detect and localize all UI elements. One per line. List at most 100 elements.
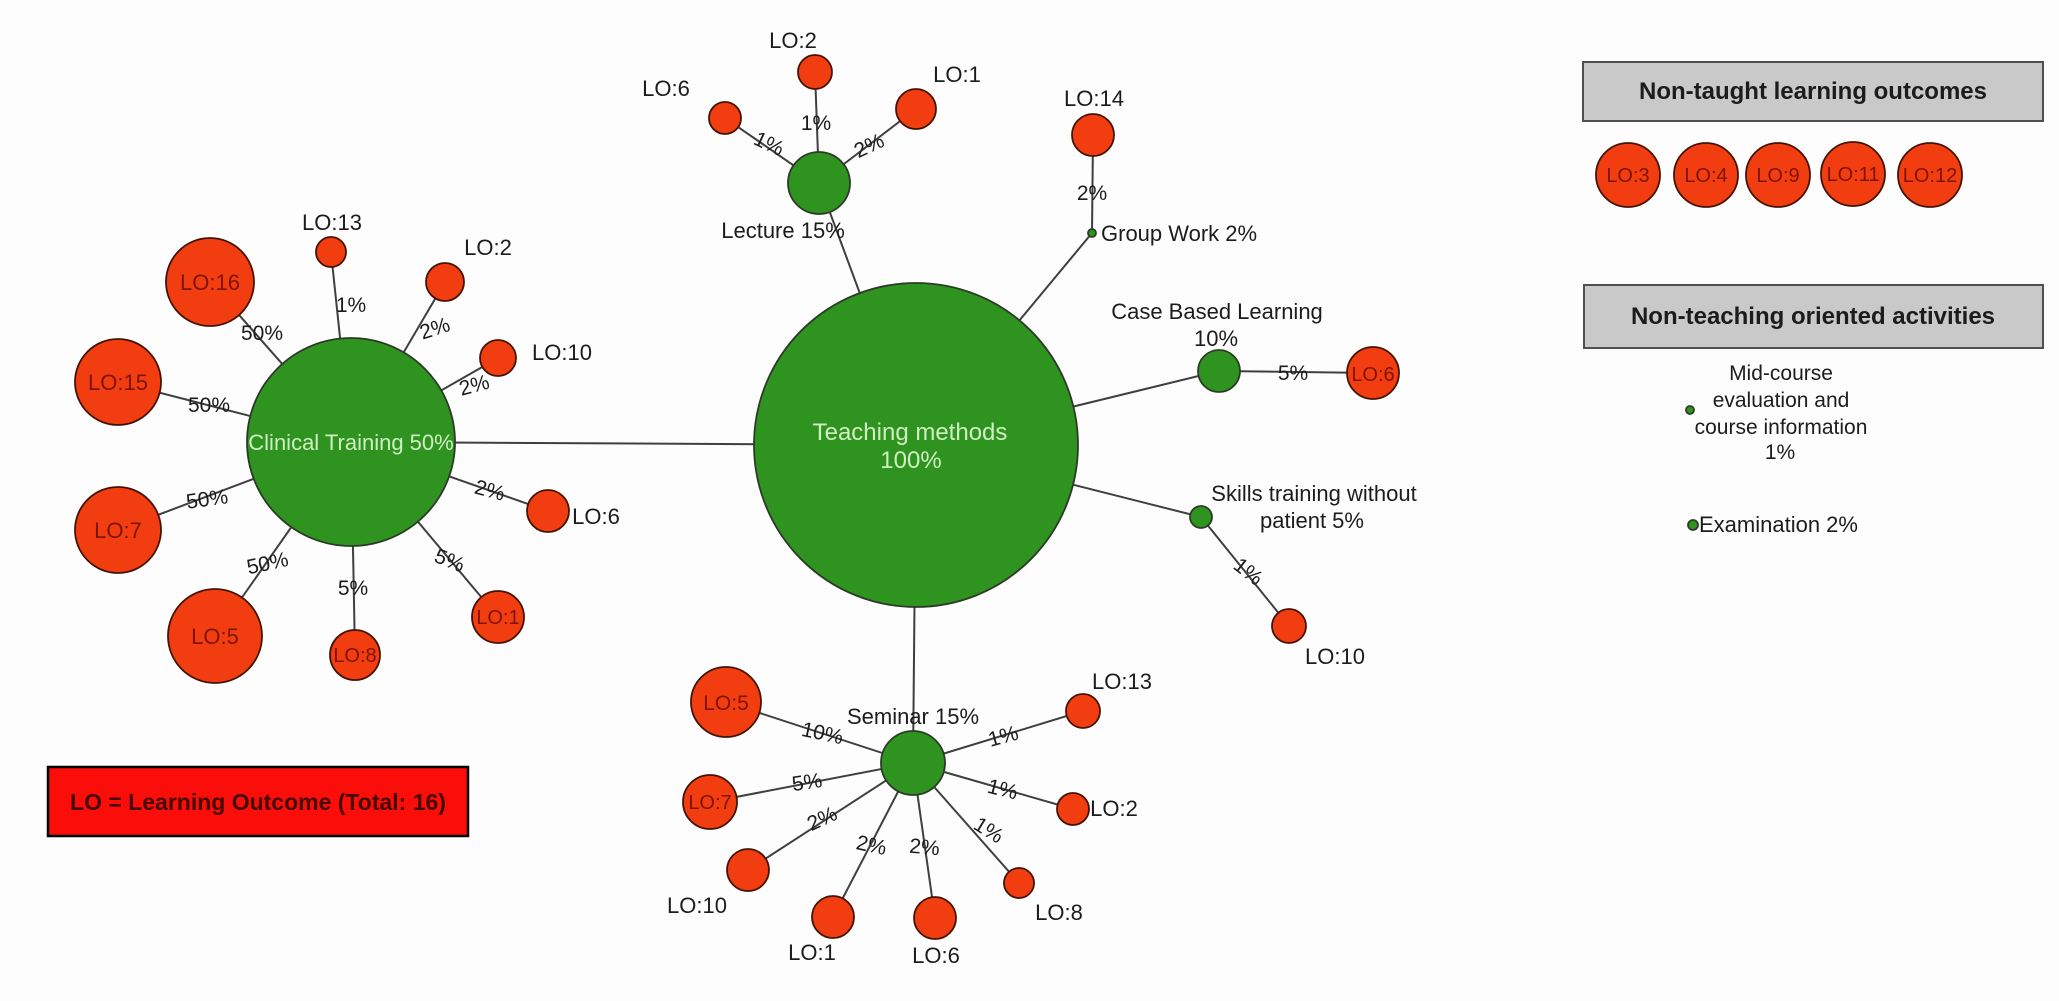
- legend-midcourse-line2: evaluation and: [1713, 389, 1850, 412]
- label-lo10-clinical: LO:10: [532, 340, 592, 365]
- label-lo5-clinical: LO:5: [191, 624, 239, 649]
- label-skills-line2: patient 5%: [1260, 508, 1364, 533]
- node-lo2-seminar: [1056, 792, 1090, 826]
- legend-lo4-circle: [1673, 142, 1739, 208]
- hub-case-based-learning: [1197, 349, 1241, 393]
- node-lo2-clinical: [425, 262, 465, 302]
- label-lo13-clinical: LO:13: [302, 210, 362, 235]
- node-group-work: [1087, 228, 1097, 238]
- pct-clinical-lo6: 2%: [472, 476, 507, 506]
- node-lo7-clinical: [74, 486, 162, 574]
- hub-lecture: [787, 151, 851, 215]
- label-lo8-seminar: LO:8: [1035, 900, 1083, 925]
- label-lo5-seminar: LO:5: [703, 692, 749, 715]
- node-lo2-lecture: [797, 54, 833, 90]
- pct-clinical-lo15: 50%: [188, 394, 230, 417]
- legend-lo11-circle: [1820, 141, 1886, 207]
- node-lo7-seminar: [682, 774, 738, 830]
- label-skills-line1: Skills training without: [1211, 481, 1416, 506]
- hub-seminar: [880, 730, 946, 796]
- node-lo1-lecture: [895, 88, 937, 130]
- legend-examination-dot: [1687, 519, 1699, 531]
- legend-lo4-label: LO:4: [1684, 165, 1727, 187]
- legend-lo9-label: LO:9: [1756, 165, 1799, 187]
- legend-title-non-taught: Non-taught learning outcomes: [1639, 78, 1987, 105]
- label-lo2-clinical: LO:2: [464, 235, 512, 260]
- legend-lo3-circle: [1595, 142, 1661, 208]
- label-lo8-clinical: LO:8: [333, 645, 376, 667]
- pct-casebased-lo6: 5%: [1278, 362, 1308, 385]
- label-teaching-methods-line2: 100%: [880, 447, 941, 474]
- pct-seminar-lo6: 2%: [908, 835, 940, 861]
- node-lo13-seminar: [1065, 693, 1101, 729]
- legend-lo3-label: LO:3: [1606, 165, 1649, 187]
- pct-clinical-lo8: 5%: [338, 577, 368, 600]
- pct-clinical-lo13: 1%: [336, 294, 366, 317]
- node-lo15-clinical: [74, 338, 162, 426]
- edge-skills-lo10: [1200, 516, 1290, 627]
- edge-seminar-lo7: [709, 762, 914, 803]
- hub-teaching-methods: [753, 282, 1079, 608]
- pct-seminar-lo5: 10%: [799, 718, 845, 749]
- pct-seminar-lo1: 2%: [854, 831, 888, 860]
- pct-clinical-lo2: 2%: [417, 313, 453, 344]
- node-lo6-clinical: [526, 489, 570, 533]
- pct-clinical-lo16: 50%: [241, 322, 283, 345]
- label-lo2-seminar: LO:2: [1090, 796, 1138, 821]
- pct-groupwork-lo14: 2%: [1077, 182, 1107, 205]
- node-lo6-casebased: [1346, 346, 1400, 400]
- label-lo2-lecture: LO:2: [769, 28, 817, 53]
- node-lo1-clinical: [471, 590, 525, 644]
- pct-seminar-lo8: 1%: [969, 813, 1007, 849]
- node-lo8-clinical: [329, 629, 381, 681]
- node-lo5-seminar: [690, 666, 762, 738]
- legend-midcourse-line4: 1%: [1765, 441, 1795, 464]
- legend-lo11-label: LO:11: [1827, 164, 1880, 186]
- legend-title-non-teaching: Non-teaching oriented activities: [1631, 303, 1995, 330]
- label-lo16-clinical: LO:16: [180, 270, 240, 295]
- label-lo1-lecture: LO:1: [933, 62, 981, 87]
- legend-box-non-teaching: [1583, 284, 2044, 349]
- label-case-based-line1: Case Based Learning: [1111, 299, 1323, 324]
- pct-seminar-lo7: 5%: [790, 769, 823, 796]
- label-lo10-seminar: LO:10: [667, 893, 727, 918]
- label-case-based-line2: 10%: [1194, 326, 1238, 351]
- node-lo16-clinical: [165, 237, 255, 327]
- legend-midcourse-line3: course information: [1695, 416, 1868, 439]
- label-lo6-casebased: LO:6: [1351, 364, 1394, 386]
- legend-lo9-circle: [1745, 142, 1811, 208]
- pct-clinical-lo7: 50%: [185, 485, 230, 514]
- pct-lecture-lo6: 1%: [750, 127, 787, 161]
- pct-lecture-lo2: 1%: [801, 112, 831, 135]
- node-lo10-clinical: [479, 339, 517, 377]
- pct-clinical-lo5: 50%: [245, 548, 291, 579]
- node-lo10-seminar: [726, 848, 770, 892]
- label-seminar: Seminar 15%: [847, 704, 979, 729]
- label-lo6-lecture: LO:6: [642, 76, 690, 101]
- node-lo1-seminar: [811, 895, 855, 939]
- legend-examination-label: Examination 2%: [1699, 512, 1858, 537]
- label-lo10-skills: LO:10: [1305, 644, 1365, 669]
- node-lo5-clinical: [167, 588, 263, 684]
- pct-clinical-lo1: 5%: [431, 545, 468, 578]
- legend-box-non-taught: [1582, 61, 2044, 122]
- label-lo6-seminar: LO:6: [912, 943, 960, 968]
- hub-skills-training: [1189, 505, 1213, 529]
- legend-midcourse-dot: [1685, 405, 1695, 415]
- label-lo15-clinical: LO:15: [88, 370, 148, 395]
- legend-midcourse-line1: Mid-course: [1729, 362, 1833, 385]
- label-lo14-groupwork: LO:14: [1064, 86, 1124, 111]
- node-lo13-clinical: [315, 236, 347, 268]
- node-lo8-seminar: [1003, 867, 1035, 899]
- label-teaching-methods-line1: Teaching methods: [813, 419, 1008, 446]
- node-lo6-seminar: [913, 896, 957, 940]
- node-lo14-groupwork: [1071, 113, 1115, 157]
- legend-lo12-label: LO:12: [1903, 165, 1957, 187]
- node-lo10-skills: [1271, 608, 1307, 644]
- pct-seminar-lo2: 1%: [985, 775, 1020, 805]
- label-lo1-seminar: LO:1: [788, 940, 836, 965]
- pct-clinical-lo10: 2%: [457, 371, 492, 401]
- note-box: [46, 765, 470, 838]
